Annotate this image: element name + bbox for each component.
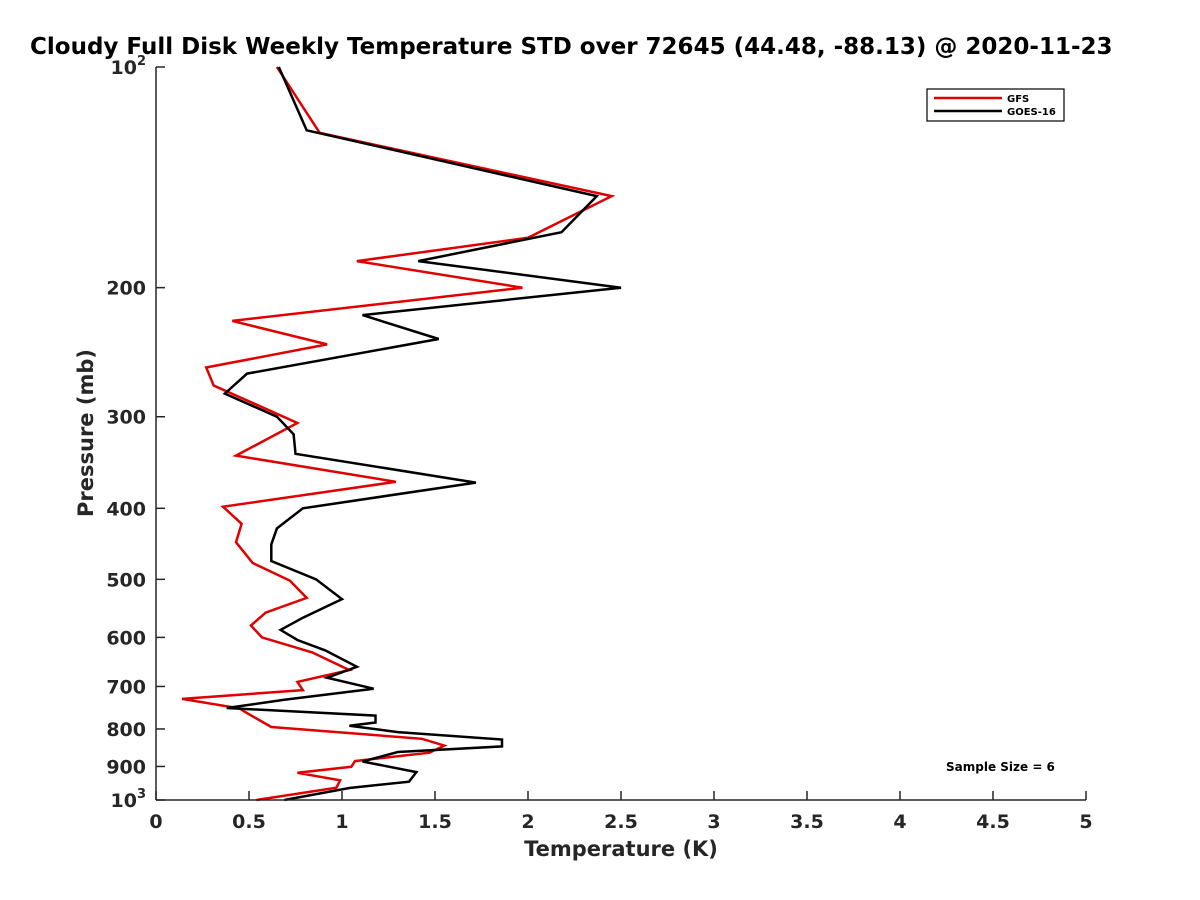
series-line-goes16 <box>222 66 622 802</box>
y-tick-label: 200 <box>106 278 146 300</box>
x-tick-label: 1.5 <box>418 811 452 833</box>
sample-size-annotation: Sample Size = 6 <box>946 760 1055 774</box>
y-tick-label: 800 <box>106 719 146 741</box>
x-axis-label: Temperature (K) <box>524 837 718 861</box>
legend-box <box>926 88 1065 122</box>
legend: GFS GOES-16 <box>926 88 1065 122</box>
chart-title: Cloudy Full Disk Weekly Temperature STD … <box>30 34 1113 60</box>
x-tick-label: 3.5 <box>790 811 824 833</box>
y-tick-label: 300 <box>106 407 146 429</box>
x-tick-label: 4 <box>893 811 906 833</box>
y-axis-label: Pressure (mb) <box>74 349 98 517</box>
y-tick-label: 102 <box>111 54 147 79</box>
y-tick-label: 900 <box>106 756 146 778</box>
y-tick-label: 600 <box>106 627 146 649</box>
x-tick-label: 5 <box>1079 811 1092 833</box>
x-tick-label: 0.5 <box>232 811 266 833</box>
y-tick-label: 103 <box>111 787 147 812</box>
y-tick-label: 700 <box>106 676 146 698</box>
y-tick-label: 500 <box>106 569 146 591</box>
x-tick-label: 0 <box>149 811 162 833</box>
plot-lines <box>181 66 622 802</box>
y-tick-label: 400 <box>106 498 146 520</box>
legend-label-goes16: GOES-16 <box>1007 107 1056 118</box>
x-tick-label: 2.5 <box>604 811 638 833</box>
x-tick-label: 3 <box>707 811 720 833</box>
legend-label-gfs: GFS <box>1007 94 1029 105</box>
x-axis-ticks: 0 0.5 1 1.5 2 2.5 3 3.5 4 4.5 5 <box>149 791 1093 833</box>
x-tick-label: 4.5 <box>976 811 1010 833</box>
x-tick-label: 2 <box>521 811 534 833</box>
x-tick-label: 1 <box>335 811 348 833</box>
y-axis-ticks: 102 200 300 400 500 600 700 800 900 103 <box>106 54 165 812</box>
